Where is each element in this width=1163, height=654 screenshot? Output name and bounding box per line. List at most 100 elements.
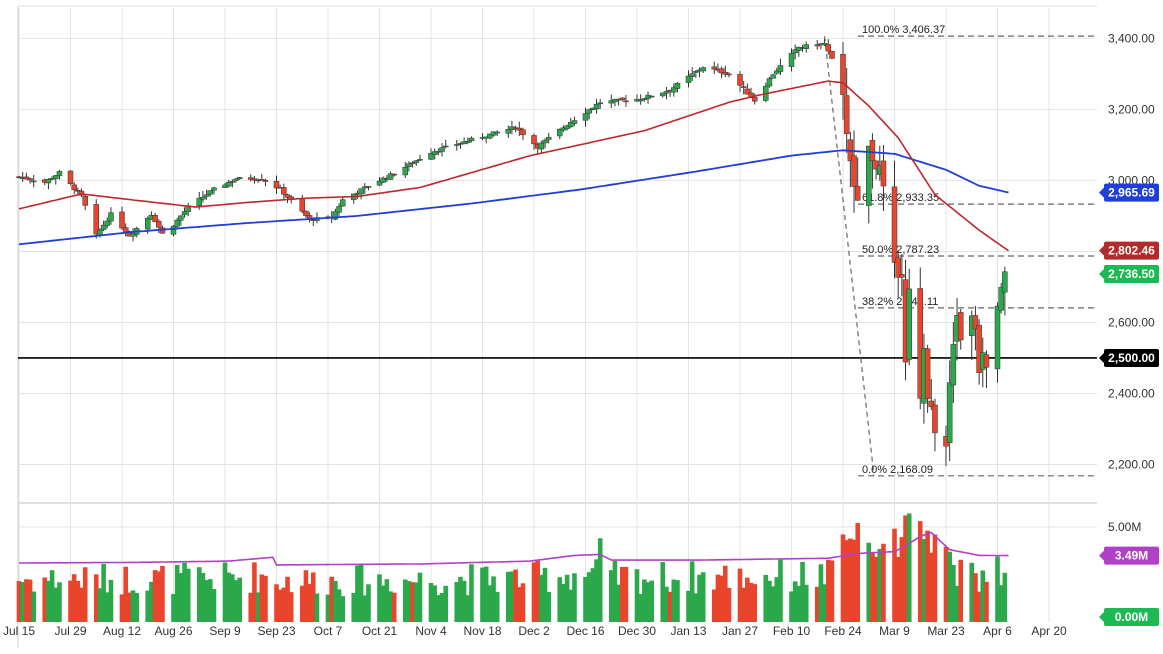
x-tick-label: Feb 10	[773, 624, 811, 638]
volume-bar	[796, 585, 802, 622]
volume-bar	[68, 580, 73, 622]
candle-body	[564, 125, 570, 129]
volume-bar	[745, 577, 750, 622]
candle-body	[108, 212, 114, 222]
volume-bar	[973, 573, 978, 622]
volume-bar	[803, 584, 809, 622]
candle-body	[586, 109, 592, 114]
volume-bar	[469, 564, 474, 622]
candle-body	[402, 166, 408, 176]
volume-bar	[671, 579, 677, 622]
volume-bar	[789, 591, 794, 622]
candle-body	[417, 159, 423, 161]
candle-body	[693, 71, 699, 73]
volume-badge-text: 3.49M	[1115, 549, 1148, 563]
candle-body	[777, 65, 784, 72]
candle-body	[829, 50, 835, 59]
candle-body	[196, 197, 202, 206]
candle-body	[774, 70, 780, 74]
volume-bar	[870, 552, 875, 622]
volume-bar	[465, 595, 471, 622]
x-tick-label: Aug 12	[103, 624, 141, 638]
candle-body	[178, 215, 184, 221]
volume-bar	[715, 574, 721, 622]
volume-bar	[333, 580, 338, 622]
volume-bar	[619, 566, 625, 622]
volume-bar	[130, 590, 136, 622]
volume-bar	[494, 591, 500, 622]
volume-bar	[391, 592, 397, 622]
candle-body	[538, 142, 545, 150]
candle-body	[737, 74, 743, 86]
volume-bar	[443, 585, 449, 622]
x-tick-label: Jul 29	[54, 624, 86, 638]
candle-body	[281, 187, 287, 195]
volume-bar	[355, 565, 360, 622]
volume-bar	[428, 582, 434, 622]
volume-bar	[984, 581, 989, 622]
volume-bar	[461, 580, 467, 622]
candle-body	[671, 87, 677, 93]
price-badge-text: 2,802.46	[1108, 244, 1155, 258]
candle-body	[612, 99, 618, 103]
candle-body	[225, 181, 232, 187]
x-tick-label: Dec 16	[566, 624, 604, 638]
volume-bar	[616, 584, 621, 622]
volume-bar	[458, 576, 463, 622]
candle-body	[156, 221, 162, 228]
volume-bar	[848, 538, 853, 622]
candle-body	[932, 404, 938, 434]
candle-body	[439, 147, 445, 152]
volume-bar	[697, 574, 702, 622]
volume-bar	[75, 581, 81, 622]
candle-body	[409, 162, 416, 165]
candle-body	[711, 66, 717, 70]
candle-body	[597, 102, 603, 105]
volume-bar	[310, 572, 316, 622]
candle-body	[891, 186, 898, 263]
candle-body	[236, 177, 243, 180]
volume-bar	[903, 515, 908, 622]
volume-bar	[71, 574, 77, 622]
volume-bar	[516, 587, 522, 622]
price-badge-text: 2,736.50	[1108, 267, 1155, 281]
candle-body	[203, 194, 210, 197]
candle-body	[465, 140, 471, 143]
volume-bar	[778, 559, 783, 622]
candle-body	[259, 179, 265, 181]
candle-body	[516, 127, 523, 131]
volume-bar	[366, 584, 371, 622]
candle-body	[843, 95, 850, 135]
volume-bar	[634, 569, 640, 622]
candle-body	[104, 220, 111, 226]
volume-bar	[49, 570, 55, 622]
volume-bar	[288, 592, 294, 622]
candle-body	[413, 160, 420, 163]
volume-bar	[774, 577, 780, 622]
volume-badge-pointer	[1099, 612, 1104, 622]
candle-body	[229, 181, 236, 183]
candle-body	[273, 180, 280, 189]
candle-body	[972, 315, 979, 330]
candle-body	[494, 131, 500, 134]
volume-bar	[906, 513, 912, 622]
candle-body	[648, 95, 655, 98]
candle-body	[336, 206, 342, 213]
candle-body	[906, 288, 912, 360]
volume-bar	[152, 570, 158, 622]
volume-bar	[825, 559, 831, 622]
candle-body	[998, 287, 1004, 311]
volume-bar	[722, 565, 728, 622]
x-tick-label: Sep 9	[209, 624, 241, 638]
volume-bar	[594, 559, 599, 622]
candle-body	[718, 68, 725, 74]
candle-body	[637, 99, 644, 102]
volume-bar	[638, 594, 643, 622]
candle-body	[100, 224, 107, 230]
volume-bar	[336, 589, 342, 622]
volume-bar	[568, 589, 574, 622]
volume-bar	[895, 556, 901, 622]
volume-bar	[57, 582, 62, 622]
volume-bar	[719, 575, 724, 622]
